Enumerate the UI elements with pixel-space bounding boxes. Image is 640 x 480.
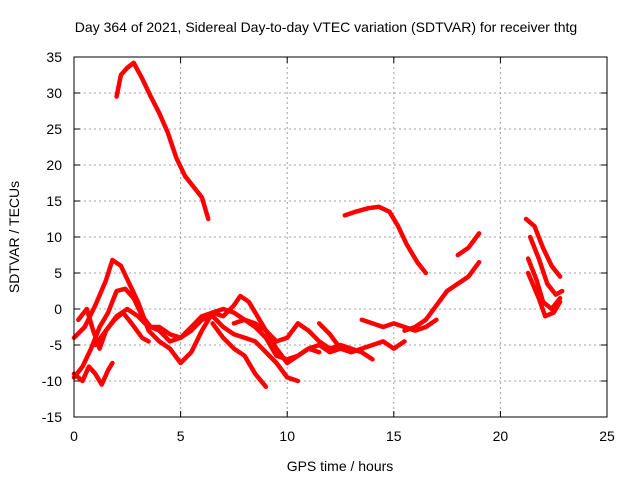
y-tick-label: 25 bbox=[46, 121, 62, 137]
series-line-arc-1 bbox=[114, 60, 211, 222]
x-tick-label: 5 bbox=[177, 428, 185, 444]
x-tick-label: 15 bbox=[386, 428, 402, 444]
y-axis-label: SDTVAR / TECUs bbox=[6, 181, 22, 293]
series-line-arc-7 bbox=[525, 256, 563, 312]
series-line-arc-6 bbox=[527, 234, 565, 297]
y-tick-label: 10 bbox=[46, 229, 62, 245]
y-tick-label: -15 bbox=[42, 409, 62, 425]
x-axis-label: GPS time / hours bbox=[287, 458, 394, 474]
series-line-arc-4 bbox=[402, 259, 482, 333]
series-line-arc-2 bbox=[342, 204, 429, 276]
series-line-arc-15 bbox=[231, 317, 375, 362]
series-line-arc-5 bbox=[523, 216, 563, 279]
grid bbox=[74, 57, 607, 417]
series-line-arc-9 bbox=[71, 257, 322, 366]
series-line-arc-16 bbox=[316, 321, 407, 355]
x-tick-label: 10 bbox=[279, 428, 295, 444]
series-line-arc-3 bbox=[455, 231, 482, 258]
series-line-arc-8 bbox=[525, 270, 563, 319]
y-tick-label: 30 bbox=[46, 85, 62, 101]
y-tick-label: -5 bbox=[50, 337, 63, 353]
y-tick-label: -10 bbox=[42, 373, 62, 389]
y-tick-label: 0 bbox=[54, 301, 62, 317]
series-line-arc-13 bbox=[93, 306, 343, 362]
series-line-arc-11 bbox=[71, 360, 115, 387]
series-group bbox=[71, 60, 565, 390]
y-tick-label: 15 bbox=[46, 193, 62, 209]
axis-ticks: 0 5 10 15 20 25 -15 -10 -5 0 5 10 15 20 25 30 35 bbox=[42, 49, 615, 444]
series-line-arc-10 bbox=[71, 286, 301, 384]
x-tick-label: 25 bbox=[599, 428, 615, 444]
y-tick-label: 5 bbox=[54, 265, 62, 281]
series-line-arc-17 bbox=[359, 317, 439, 333]
chart-title: Day 364 of 2021, Sidereal Day-to-day VTE… bbox=[75, 19, 577, 35]
y-tick-label: 35 bbox=[46, 49, 62, 65]
y-tick-label: 20 bbox=[46, 157, 62, 173]
series-line-arc-14 bbox=[210, 321, 269, 390]
x-tick-label: 0 bbox=[70, 428, 78, 444]
x-tick-label: 20 bbox=[493, 428, 509, 444]
